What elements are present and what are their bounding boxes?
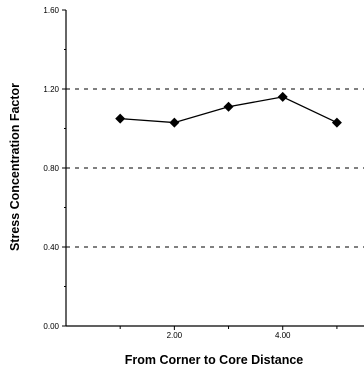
y-tick-label: 1.60: [43, 6, 59, 15]
x-tick-label: 4.00: [275, 331, 291, 340]
x-tick-label: 2.00: [167, 331, 183, 340]
data-point-diamond: [277, 91, 288, 102]
x-axis-title: From Corner to Core Distance: [125, 353, 304, 367]
data-point-diamond: [331, 117, 342, 128]
y-tick-label: 0.00: [43, 322, 59, 331]
data-point-diamond: [223, 101, 234, 112]
gridlines: [66, 88, 364, 248]
y-tick-label: 1.20: [43, 85, 59, 94]
data-point-diamond: [115, 113, 126, 124]
tick-labels: 0.00 0.40 0.80 1.20 1.60 2.00 4.00: [43, 6, 291, 340]
y-axis-title: Stress Concentration Factor: [8, 83, 22, 251]
y-tick-label: 0.40: [43, 243, 59, 252]
y-tick-label: 0.80: [43, 164, 59, 173]
axis-ticks: [62, 9, 338, 330]
data-series: [115, 91, 342, 128]
data-point-diamond: [169, 117, 180, 128]
